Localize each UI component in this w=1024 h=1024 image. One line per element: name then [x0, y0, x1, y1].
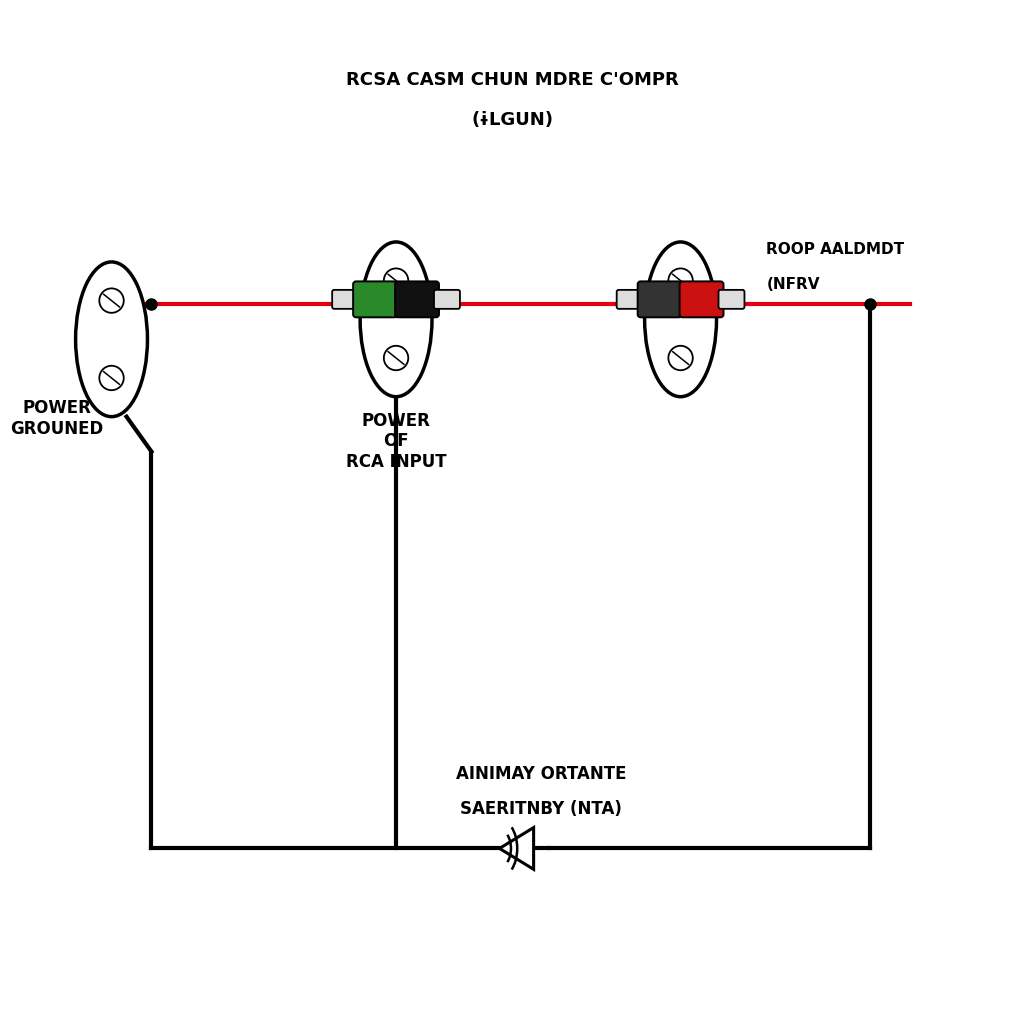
Text: POWER
OF
RCA INPUT: POWER OF RCA INPUT [346, 412, 446, 471]
FancyBboxPatch shape [353, 282, 397, 317]
Circle shape [384, 268, 409, 293]
FancyBboxPatch shape [395, 282, 439, 317]
Text: RCSA CASM CHUN MDRE C'OMPR: RCSA CASM CHUN MDRE C'OMPR [346, 71, 679, 89]
Text: AINIMAY ORTANTE: AINIMAY ORTANTE [456, 765, 626, 782]
FancyBboxPatch shape [434, 290, 460, 309]
Text: (ɨLGUN): (ɨLGUN) [472, 111, 554, 129]
FancyBboxPatch shape [719, 290, 744, 309]
Text: POWER
GROUNED: POWER GROUNED [10, 399, 103, 438]
Text: SAERITNBY (NTA): SAERITNBY (NTA) [460, 800, 622, 817]
FancyBboxPatch shape [616, 290, 643, 309]
Circle shape [669, 268, 693, 293]
Ellipse shape [360, 242, 432, 396]
FancyBboxPatch shape [332, 290, 358, 309]
FancyBboxPatch shape [680, 282, 724, 317]
Ellipse shape [76, 262, 147, 417]
Circle shape [99, 366, 124, 390]
Polygon shape [500, 827, 534, 869]
Ellipse shape [645, 242, 717, 396]
Text: (NFRV: (NFRV [766, 276, 820, 292]
Circle shape [669, 346, 693, 371]
Circle shape [384, 346, 409, 371]
FancyBboxPatch shape [638, 282, 682, 317]
Circle shape [99, 289, 124, 312]
Text: ROOP AALDMDT: ROOP AALDMDT [766, 242, 904, 257]
